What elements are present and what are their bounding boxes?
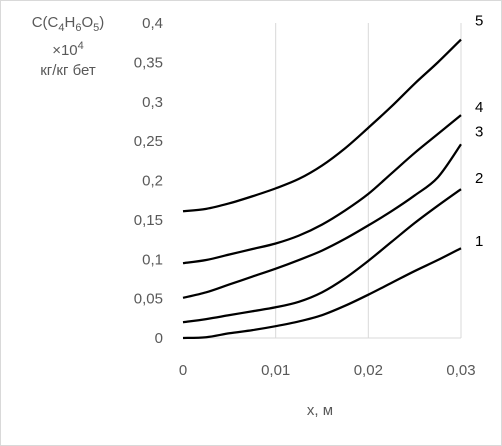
series-lines [182,38,462,340]
series-line-4 [182,114,462,265]
x-tick-label: 0,01 [261,362,290,379]
y-tick-label: 0,2 [142,173,163,190]
grid [275,23,462,338]
x-tick-labels: 0 0,01 0,02 0,03 [179,362,476,379]
series-line-1 [182,247,462,340]
series-label-5: 5 [475,13,483,30]
series-line-3 [182,143,462,299]
y-tick-label: 0,4 [142,15,163,32]
series-label-4: 4 [475,99,483,116]
y-tick-label: 0 [155,330,163,347]
x-axis-label: x, м [306,402,334,419]
series-label-3: 3 [475,123,483,140]
x-tick-label: 0,02 [354,362,383,379]
series-line-2 [182,188,462,324]
y-tick-label: 0,1 [142,251,163,268]
y-tick-labels: 0 0,05 0,1 0,15 0,2 0,25 0,3 0,35 0,4 [134,15,163,347]
y-tick-label: 0,05 [134,291,163,308]
y-tick-label: 0,3 [142,94,163,111]
y-tick-label: 0,35 [134,54,163,71]
series-labels: 1 2 3 4 5 [475,13,483,251]
series-line-5 [182,38,462,213]
x-tick-label: 0 [179,362,187,379]
y-tick-label: 0,25 [134,133,163,150]
y-axis-label: C(C4H6O5) ×104 кг/кг бет [31,14,105,79]
series-label-1: 1 [475,233,483,250]
y-tick-label: 0,15 [134,212,163,229]
x-tick-label: 0,03 [446,362,475,379]
series-label-2: 2 [475,170,483,187]
